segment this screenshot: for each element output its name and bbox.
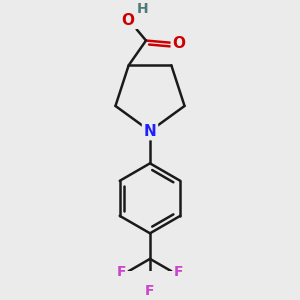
- Text: O: O: [172, 35, 185, 50]
- Text: F: F: [145, 284, 155, 298]
- Text: F: F: [174, 265, 184, 279]
- Text: O: O: [122, 13, 135, 28]
- Text: F: F: [116, 265, 126, 279]
- Text: H: H: [136, 2, 148, 16]
- Text: N: N: [144, 124, 156, 139]
